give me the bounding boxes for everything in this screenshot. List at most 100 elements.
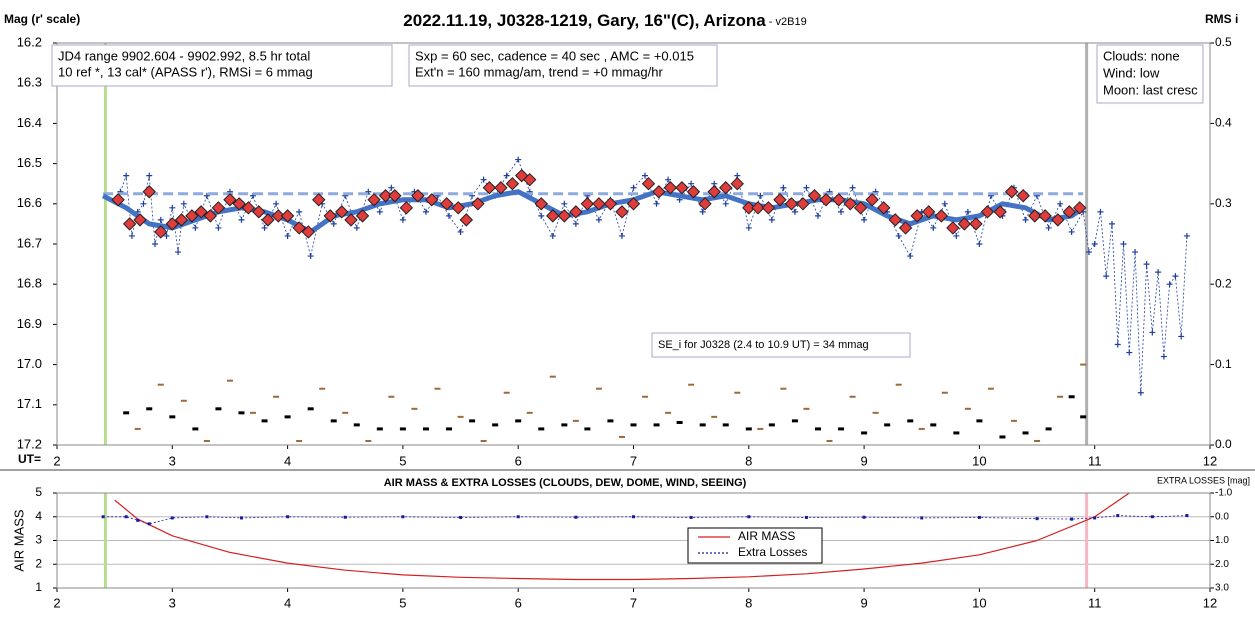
binned-point	[378, 189, 393, 203]
data-point	[250, 192, 257, 199]
binned-point	[451, 201, 465, 215]
loss-point	[101, 515, 105, 519]
binned-point	[1051, 213, 1065, 227]
data-point	[1137, 389, 1144, 396]
loss-point	[747, 515, 751, 519]
binned-point	[223, 193, 237, 207]
binned-point	[730, 176, 744, 191]
binned-point	[203, 209, 218, 223]
x-tick-label: 4	[284, 595, 291, 610]
rms-point	[342, 411, 349, 414]
data-point	[1172, 273, 1179, 280]
data-point	[618, 232, 625, 239]
y-tick-label: 17.2	[17, 436, 42, 451]
binned-point	[580, 197, 595, 211]
data-point	[296, 208, 303, 215]
loss-point	[205, 515, 209, 519]
x-tick-label: 11	[1088, 453, 1102, 468]
data-point	[1126, 349, 1133, 356]
binned-point	[807, 189, 822, 203]
rms-point	[826, 439, 833, 442]
binned-point	[796, 197, 810, 211]
x-tick-label: 5	[399, 453, 406, 468]
data-point	[215, 224, 222, 231]
binned-point	[292, 221, 306, 235]
x-tick-label: 8	[745, 595, 752, 610]
data-point	[964, 208, 971, 215]
chart: AIR MASS & EXTRA LOSSES (CLOUDS, DEW, DO…	[11, 475, 1250, 610]
binned-point	[367, 193, 381, 207]
rms-point	[169, 415, 176, 419]
rms-point	[642, 395, 649, 398]
rms-point	[180, 399, 187, 402]
y2-tick-label: 0.3	[1215, 196, 1232, 210]
data-point	[849, 184, 856, 191]
binned-point	[312, 193, 326, 207]
rms-point	[1045, 427, 1052, 431]
data-point	[1114, 341, 1121, 348]
rms-point	[273, 395, 280, 398]
binned-point	[910, 209, 924, 223]
x-tick-label: 7	[630, 453, 637, 468]
data-point	[722, 200, 729, 207]
rms-point	[411, 407, 418, 410]
legend-label: Extra Losses	[738, 545, 807, 559]
x-tick-label: 9	[860, 453, 867, 468]
rms-point	[941, 391, 948, 394]
rms-point	[376, 427, 383, 431]
data-point	[140, 200, 147, 207]
annotation-text: Wind: low	[1103, 65, 1160, 80]
data-point	[203, 192, 210, 199]
data-point	[1178, 333, 1185, 340]
data-point	[169, 204, 176, 211]
data-point	[595, 216, 602, 223]
loss-point	[170, 516, 174, 520]
y2-tick-label: 2.0	[1215, 559, 1229, 570]
data-point	[814, 212, 821, 219]
rms-point	[538, 427, 545, 431]
rms-point	[999, 435, 1006, 439]
data-point	[572, 220, 579, 227]
binned-point	[241, 201, 256, 215]
rms-point	[365, 439, 372, 442]
binned-point	[773, 193, 787, 207]
loss-point	[574, 515, 578, 519]
binned-point	[946, 221, 960, 235]
rms-point	[676, 420, 683, 424]
binned-point	[993, 205, 1007, 219]
y-tick-label: 16.2	[17, 34, 42, 49]
rms-point	[503, 391, 510, 394]
y-tick-label: 16.3	[17, 75, 42, 90]
binned-point	[399, 201, 414, 215]
data-point	[307, 253, 314, 260]
data-point	[757, 192, 764, 199]
rms-point	[780, 387, 787, 390]
loss-point	[343, 515, 347, 519]
y2-tick-label: 1.0	[1215, 535, 1229, 546]
loss-point	[136, 518, 140, 522]
rms-point	[607, 419, 614, 423]
rms-point	[226, 379, 233, 382]
data-point	[163, 232, 170, 239]
rms-point	[688, 383, 695, 386]
rms-point	[353, 423, 360, 427]
data-point	[549, 232, 556, 239]
data-point	[1120, 241, 1127, 247]
data-point	[376, 208, 383, 215]
binned-point	[261, 213, 275, 227]
y-tick-label: 16.4	[17, 115, 42, 130]
rms-point	[849, 395, 856, 398]
binned-point	[569, 205, 583, 219]
rms-point	[238, 411, 245, 415]
x-tick-label: 10	[972, 595, 986, 610]
loss-point	[516, 515, 520, 519]
chart-title: 2022.11.19, J0328-1219, Gary, 16"(C), Ar…	[403, 11, 806, 30]
binned-point	[761, 201, 776, 215]
legend-label: AIR MASS	[738, 529, 795, 543]
rms-point	[699, 423, 706, 427]
y-tick-label: 17.1	[17, 396, 42, 411]
data-point	[1155, 269, 1162, 276]
rms-point	[261, 419, 268, 423]
binned-point	[1028, 209, 1042, 223]
